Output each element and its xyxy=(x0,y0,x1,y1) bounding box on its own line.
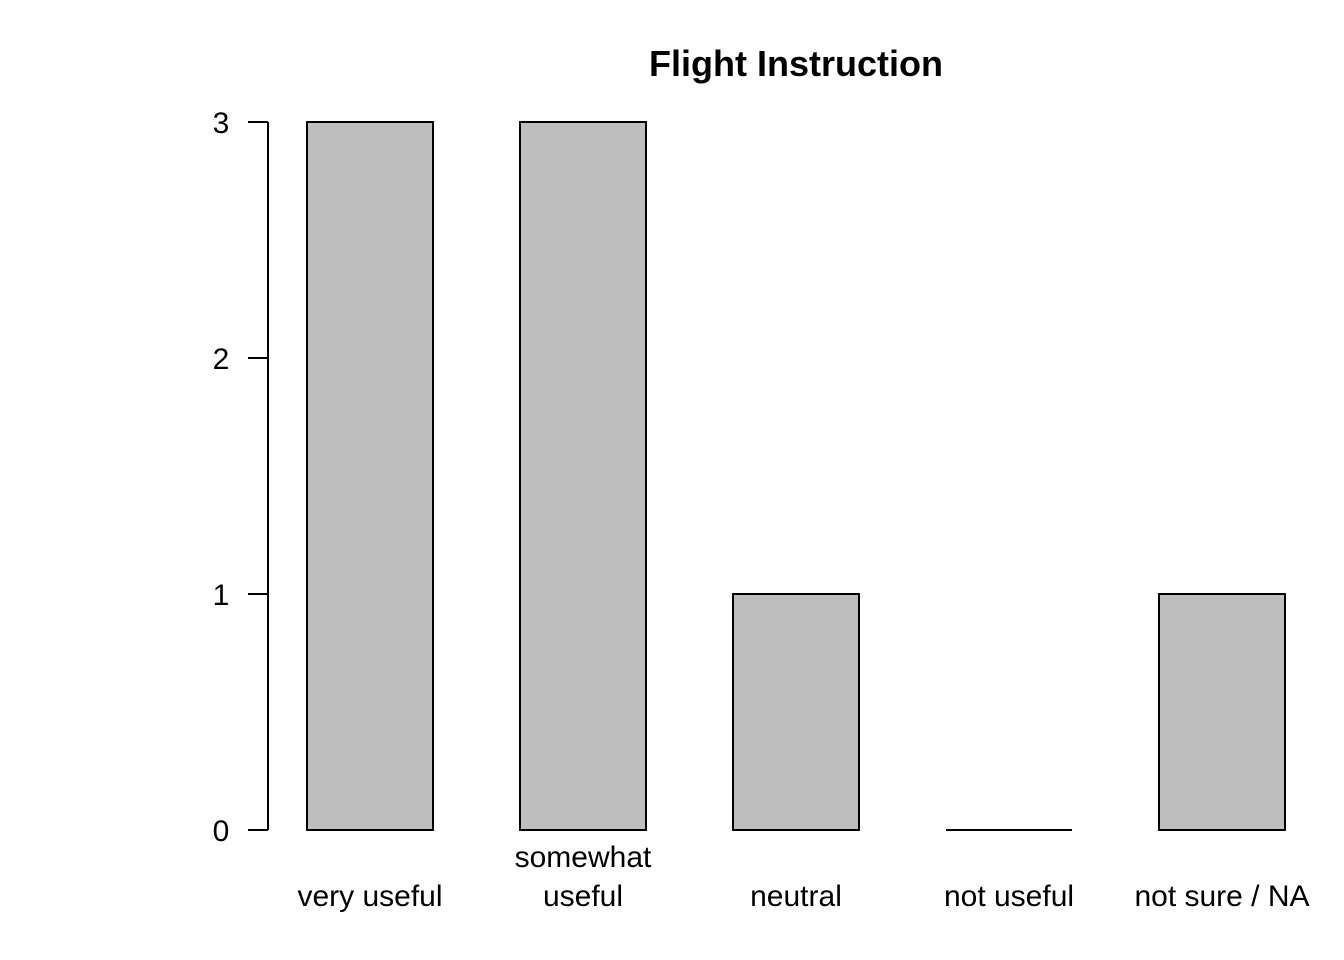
x-tick-label: very useful xyxy=(297,880,442,913)
y-axis: 0 1 2 3 xyxy=(213,107,269,848)
x-tick-label: neutral xyxy=(750,880,842,913)
bar xyxy=(1158,593,1286,831)
x-tick-label: not useful xyxy=(944,880,1074,913)
x-axis-labels: very useful somewhat useful neutral not usef… xyxy=(297,841,1309,913)
bar xyxy=(519,121,647,831)
bar xyxy=(732,593,860,831)
bar xyxy=(306,121,434,831)
x-tick-label: somewhat xyxy=(515,841,652,874)
chart-title: Flight Instruction xyxy=(649,43,943,84)
x-tick-label: not sure / NA xyxy=(1134,880,1309,913)
y-tick-label: 3 xyxy=(213,107,230,140)
y-tick-label: 0 xyxy=(213,815,230,848)
x-tick-label: useful xyxy=(543,880,623,913)
y-tick-label: 2 xyxy=(213,343,230,376)
y-tick-label: 1 xyxy=(213,579,230,612)
bars xyxy=(306,121,1286,831)
